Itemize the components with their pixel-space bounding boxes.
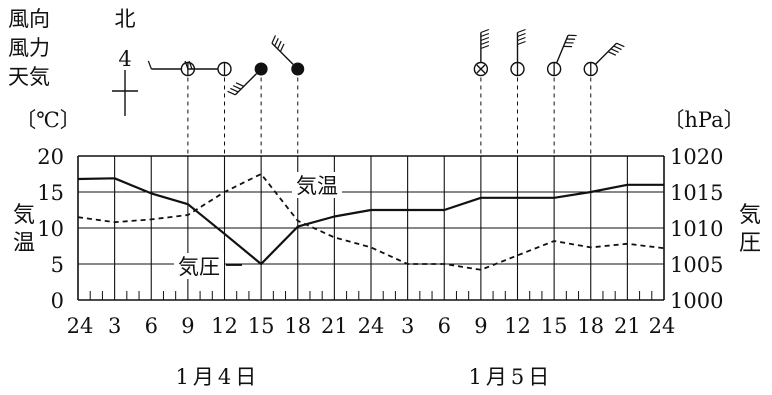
wind-arrow-feather: [184, 60, 189, 70]
right-tick-label: 1005: [670, 253, 723, 277]
left-axis-unit: 〔℃〕: [15, 108, 81, 132]
right-axis-title: 圧: [739, 231, 761, 256]
right-axis-unit: 〔hPa〕: [663, 108, 744, 132]
date-label: 1月4日: [176, 365, 261, 389]
date-label: 1月5日: [469, 365, 554, 389]
rain-icon: [291, 62, 305, 76]
wind-arrow-feather: [616, 42, 625, 48]
wind-arrow-feather: [232, 85, 242, 90]
weather-observations: [147, 28, 625, 156]
wind-arrow-feather: [517, 28, 526, 34]
x-tick-label: 15: [248, 314, 275, 338]
wind-arrow-feather: [271, 35, 277, 44]
x-tick-label: 18: [577, 314, 604, 338]
x-tick-label: 12: [504, 314, 531, 338]
wind-arrow-feather: [480, 44, 490, 50]
x-tick-label: 9: [181, 314, 194, 338]
x-tick-label: 21: [614, 314, 641, 338]
wind-arrow-shaft: [555, 35, 569, 64]
series-name-label: 気圧: [178, 255, 220, 279]
wind-arrow-shaft: [594, 42, 618, 65]
x-tick-label: 15: [541, 314, 568, 338]
wind-arrow-feather: [480, 36, 490, 42]
wind-arrow-feather: [274, 37, 279, 47]
legend-wind-force: 風力: [8, 36, 50, 60]
x-tick-label: 24: [67, 314, 94, 338]
left-axis-title: 気: [13, 203, 35, 228]
right-tick-label: 1010: [670, 217, 723, 241]
wind-arrow-feather: [230, 87, 239, 93]
wind-arrow-feather: [480, 40, 490, 46]
series-line-気圧: [77, 177, 664, 266]
series-label-bg: [174, 253, 224, 279]
series-label-bg: [292, 172, 342, 198]
x-tick-label: 9: [474, 314, 487, 338]
x-tick-label: 24: [358, 314, 385, 338]
left-tick-label: 10: [37, 217, 64, 241]
grid: [77, 155, 665, 301]
left-axis-title: 温: [13, 231, 35, 256]
wind-arrow-feather: [227, 90, 236, 96]
wind-arrow-feather: [279, 43, 285, 52]
wind-arrow-feather: [607, 51, 617, 56]
right-axis-title: 気: [739, 203, 761, 228]
legend-wind-direction: 風向: [8, 7, 50, 31]
x-tick-label: 6: [438, 314, 451, 338]
wind-arrow-feather: [480, 32, 490, 38]
wind-arrow-shaft: [234, 73, 258, 96]
rain-icon: [254, 62, 268, 76]
wind-arrow-feather: [517, 36, 526, 42]
x-tick-label: 12: [211, 314, 238, 338]
x-tick-label: 6: [145, 314, 158, 338]
left-tick-label: 5: [51, 253, 64, 277]
wind-arrow-feather: [517, 40, 526, 46]
right-tick-label: 1000: [670, 289, 723, 313]
x-tick-label: 3: [401, 314, 414, 338]
wind-arrow-feather: [277, 40, 282, 50]
left-tick-label: 0: [51, 289, 64, 313]
snow-icon-cross: [476, 64, 486, 74]
wind-arrow-feather: [613, 45, 622, 51]
wind-arrow-shaft: [271, 42, 294, 65]
series-name-label: 気温: [296, 174, 338, 198]
right-tick-label: 1015: [670, 181, 723, 205]
wind-arrow-feather: [610, 48, 619, 53]
right-tick-label: 1020: [670, 145, 723, 169]
wind-arrow-feather: [235, 82, 245, 87]
legend-north: 北: [115, 7, 136, 31]
x-tick-label: 3: [108, 314, 121, 338]
legend-force-example: 4: [118, 47, 131, 71]
wind-arrow-feather: [147, 60, 152, 70]
x-tick-label: 18: [284, 314, 311, 338]
legend-weather: 天気: [8, 65, 50, 89]
wind-arrow-feather: [517, 32, 526, 38]
x-tick-label: 24: [649, 314, 676, 338]
left-tick-label: 15: [37, 181, 64, 205]
left-tick-label: 20: [37, 145, 64, 169]
wind-arrow-feather: [188, 60, 193, 70]
axis-labels: 24 3 6 9 12 15 18 21 24 3 6 9 12 15 18 21 24201510501020…: [13, 108, 761, 389]
x-tick-label: 21: [321, 314, 348, 338]
wind-arrow-feather: [480, 28, 490, 34]
